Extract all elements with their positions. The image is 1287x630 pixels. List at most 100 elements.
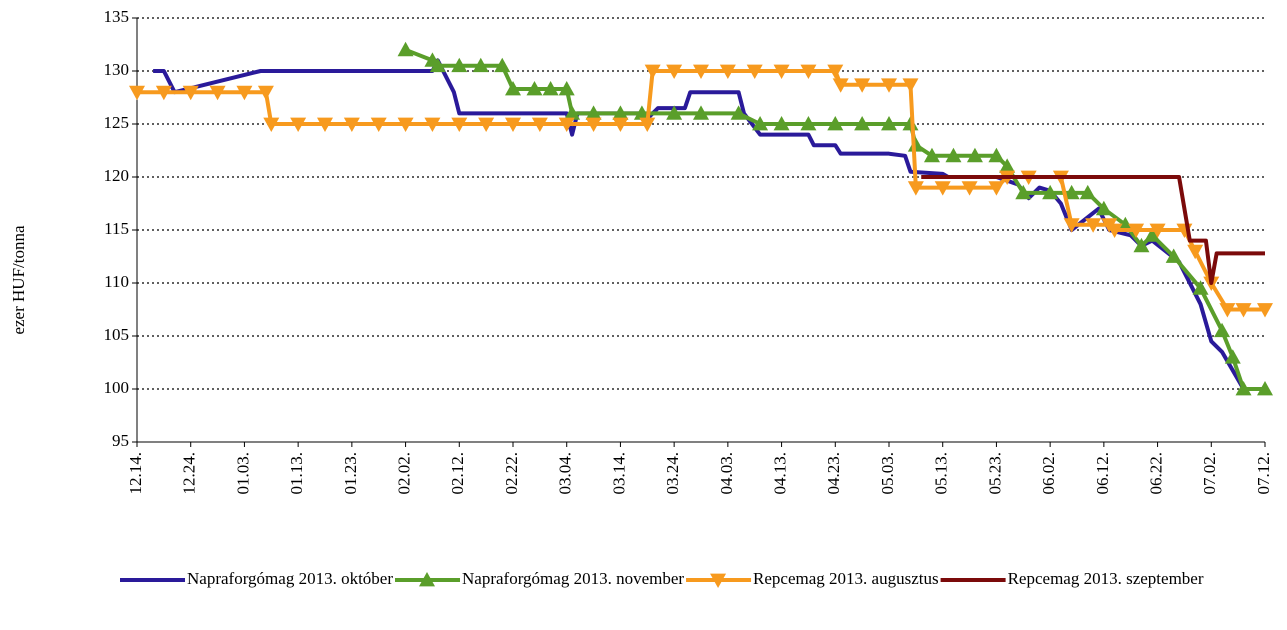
data-point	[1063, 184, 1080, 200]
data-point	[666, 64, 683, 79]
data-point	[263, 117, 280, 132]
data-point	[945, 147, 962, 163]
legend-label: Napraforgómag 2013. november	[462, 569, 684, 588]
data-point	[1219, 303, 1236, 318]
data-point	[451, 117, 468, 132]
data-point	[1257, 303, 1273, 318]
data-point	[209, 85, 226, 101]
data-point	[612, 105, 629, 120]
data-point	[719, 64, 736, 79]
x-tick-label: 03.14.	[609, 452, 628, 495]
data-point	[505, 117, 521, 132]
data-point	[1015, 184, 1032, 200]
data-point	[854, 78, 871, 93]
x-tick-label: 06.02.	[1039, 452, 1058, 495]
data-point	[1079, 184, 1096, 200]
data-point	[397, 41, 414, 57]
x-tick-label: 04.23.	[824, 452, 843, 495]
data-point	[827, 116, 844, 131]
x-tick-label: 02.22.	[502, 452, 521, 495]
data-point	[585, 117, 602, 132]
y-tick-label: 120	[104, 166, 130, 185]
data-point	[800, 116, 817, 131]
y-axis-label: ezer HUF/tonna	[9, 225, 28, 335]
data-point	[343, 117, 360, 132]
y-tick-label: 110	[104, 272, 129, 291]
data-point	[424, 117, 441, 132]
data-point	[752, 116, 769, 131]
data-point	[290, 117, 307, 132]
data-point	[639, 117, 656, 132]
data-point	[1224, 349, 1241, 364]
legend-label: Repcemag 2013. augusztus	[753, 569, 939, 588]
y-tick-label: 95	[112, 431, 129, 450]
data-point	[494, 57, 511, 73]
x-tick-label: 04.03.	[717, 452, 736, 495]
data-point	[1187, 244, 1204, 260]
series-line	[404, 47, 1265, 391]
legend-item: Repcemag 2013. szeptember	[940, 569, 1204, 588]
y-tick-label: 115	[104, 219, 129, 238]
x-tick-label: 07.02.	[1200, 452, 1219, 495]
data-point	[773, 116, 790, 131]
data-point	[1144, 227, 1161, 242]
legend-marker	[419, 572, 435, 587]
x-tick-label: 05.13.	[932, 452, 951, 495]
data-point	[907, 181, 924, 196]
data-point	[693, 64, 709, 79]
data-point	[1149, 223, 1166, 238]
data-point	[236, 85, 253, 101]
x-tick-label: 01.03.	[233, 452, 252, 495]
legend-item: Repcemag 2013. augusztus	[686, 569, 939, 588]
legend-label: Napraforgómag 2013. október	[187, 569, 393, 588]
data-point	[129, 85, 145, 101]
data-point	[666, 105, 683, 120]
data-point	[155, 85, 172, 101]
x-tick-label: 03.24.	[663, 452, 682, 495]
data-point	[902, 78, 919, 93]
legend-item: Napraforgómag 2013. október	[120, 569, 393, 588]
data-point	[1128, 223, 1145, 238]
data-point	[730, 105, 747, 120]
data-point	[934, 181, 951, 196]
data-point	[961, 181, 978, 196]
data-point	[800, 64, 817, 79]
x-tick-label: 05.03.	[878, 452, 897, 495]
data-point	[1085, 218, 1102, 233]
data-point	[1214, 322, 1231, 338]
data-point	[988, 181, 1005, 196]
data-point	[1095, 200, 1112, 216]
data-point	[429, 57, 446, 73]
data-point	[182, 85, 199, 101]
x-tick-label: 03.04.	[556, 452, 575, 495]
x-tick-label: 02.12.	[448, 452, 467, 495]
data-point	[257, 85, 274, 101]
data-point	[633, 105, 650, 120]
x-tick-label: 01.23.	[341, 452, 360, 495]
x-tick-label: 05.23.	[985, 452, 1004, 495]
data-point	[451, 57, 468, 73]
data-point	[1165, 248, 1182, 263]
data-point	[1235, 303, 1252, 318]
data-point	[531, 117, 548, 132]
y-tick-label: 125	[104, 113, 130, 132]
data-point	[988, 147, 1005, 163]
data-point	[1235, 381, 1252, 396]
data-point	[773, 64, 790, 79]
data-point	[1063, 218, 1080, 233]
data-point	[585, 105, 602, 120]
data-point	[472, 57, 489, 73]
data-point	[827, 64, 844, 79]
x-tick-label: 02.02.	[394, 452, 413, 495]
data-point	[966, 147, 983, 163]
x-tick-label: 12.24.	[180, 452, 199, 495]
data-point	[1133, 237, 1150, 253]
data-point	[923, 147, 940, 163]
data-point	[564, 105, 581, 120]
y-tick-label: 130	[104, 60, 130, 79]
data-point	[1117, 216, 1134, 232]
data-point	[1042, 184, 1059, 200]
y-tick-label: 100	[104, 378, 130, 397]
data-point	[693, 105, 709, 120]
